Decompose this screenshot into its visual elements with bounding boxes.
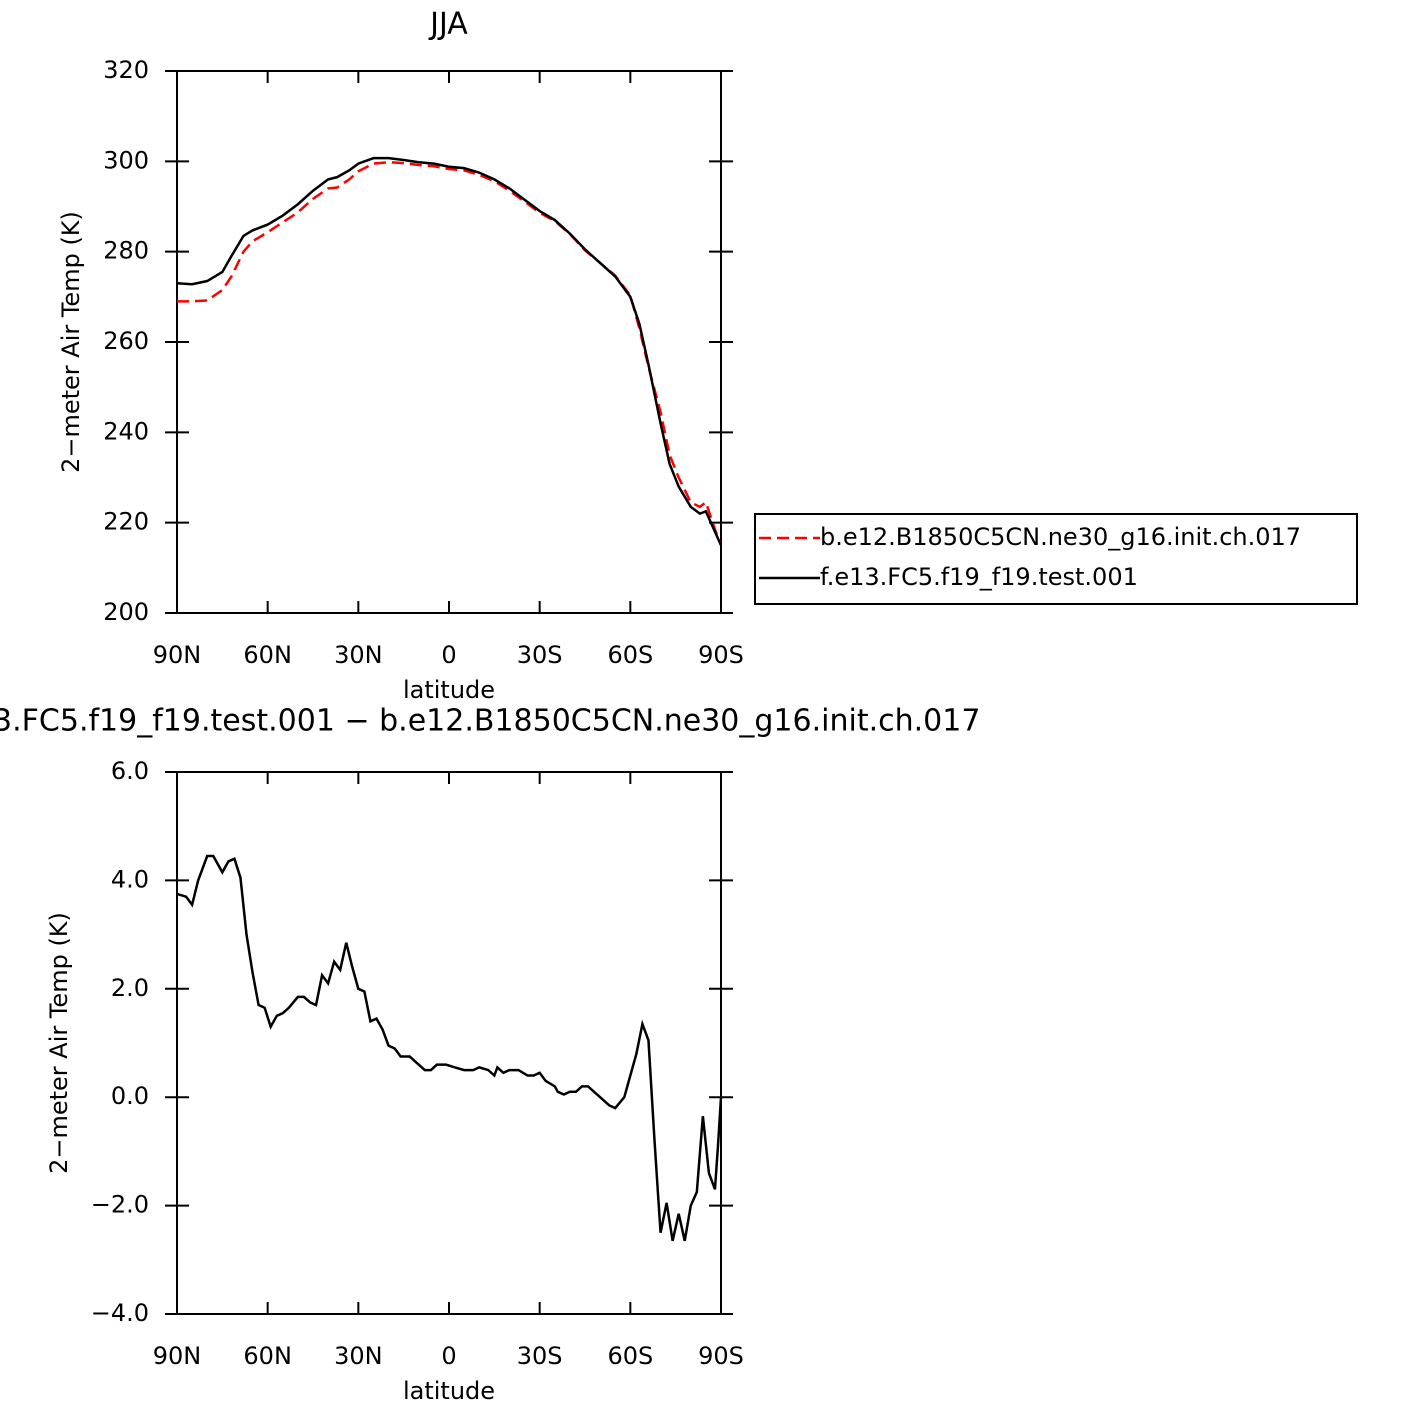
legend-label: f.e13.FC5.f19_f19.test.001 [820,563,1138,591]
y-axis-label: 2−meter Air Temp (K) [57,211,85,473]
y-tick-label: 300 [103,146,149,174]
x-tick-label: 30N [334,641,383,669]
x-tick-label: 30S [517,641,563,669]
x-tick-label: 90S [698,641,744,669]
y-tick-label: 0.0 [111,1082,149,1110]
y-tick-label: 220 [103,508,149,536]
y-tick-label: 240 [103,417,149,445]
x-tick-label: 60N [243,641,292,669]
x-tick-label: 60S [607,641,653,669]
y-tick-label: 2.0 [111,974,149,1002]
x-tick-label: 0 [441,1342,456,1370]
y-axis-label: 2−meter Air Temp (K) [45,912,73,1174]
y-tick-label: −4.0 [91,1299,149,1327]
x-axis-label: latitude [403,1377,495,1405]
x-tick-label: 30S [517,1342,563,1370]
legend-label: b.e12.B1850C5CN.ne30_g16.init.ch.017 [820,523,1301,551]
y-tick-label: −2.0 [91,1191,149,1219]
y-tick-label: 4.0 [111,865,149,893]
data-line [176,854,723,1242]
x-tick-label: 60S [607,1342,653,1370]
chart-title: f.e13.FC5.f19_f19.test.001 − b.e12.B1850… [0,704,980,739]
y-tick-label: 260 [103,327,149,355]
x-axis-label: latitude [403,676,495,704]
plot-frame [176,771,722,1315]
x-tick-label: 90S [698,1342,744,1370]
y-tick-label: 320 [103,56,149,84]
x-tick-label: 90N [153,1342,202,1370]
y-tick-label: 200 [103,598,149,626]
data-line [176,156,723,546]
x-tick-label: 60N [243,1342,292,1370]
plot-frame [176,70,722,614]
y-tick-label: 6.0 [111,757,149,785]
legend-box [754,513,1358,605]
x-tick-label: 90N [153,641,202,669]
chart-title: JJA [428,7,468,42]
x-tick-label: 30N [334,1342,383,1370]
x-tick-label: 0 [441,641,456,669]
y-tick-label: 280 [103,237,149,265]
data-line [177,160,723,546]
